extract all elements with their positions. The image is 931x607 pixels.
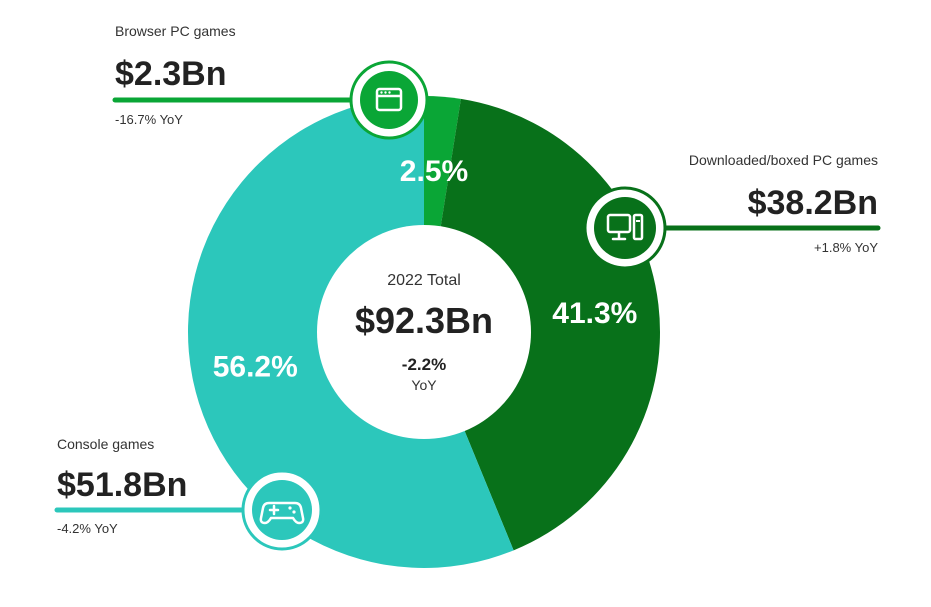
downloaded-category-label: Downloaded/boxed PC games xyxy=(689,152,878,168)
console-percent-label: 56.2% xyxy=(213,350,298,383)
downloaded-yoy: +1.8% YoY xyxy=(814,240,878,255)
browser-amount: $2.3Bn xyxy=(115,55,227,93)
center-change-unit: YoY xyxy=(411,377,437,393)
console-amount: $51.8Bn xyxy=(57,466,187,504)
console-yoy: -4.2% YoY xyxy=(57,521,118,536)
browser-yoy: -16.7% YoY xyxy=(115,112,183,127)
browser-category-label: Browser PC games xyxy=(115,23,236,39)
center-amount: $92.3Bn xyxy=(355,300,493,341)
downloaded-percent-label: 41.3% xyxy=(552,297,637,330)
downloaded-amount: $38.2Bn xyxy=(748,184,878,222)
desktop-computer-icon xyxy=(583,186,667,270)
center-title: 2022 Total xyxy=(387,272,461,289)
center-change: -2.2% xyxy=(402,355,446,374)
gamepad-icon xyxy=(241,469,323,551)
console-category-label: Console games xyxy=(57,436,154,452)
browser-percent-label: 2.5% xyxy=(400,155,468,188)
center-circle xyxy=(317,225,531,439)
browser-window-icon xyxy=(349,60,429,140)
